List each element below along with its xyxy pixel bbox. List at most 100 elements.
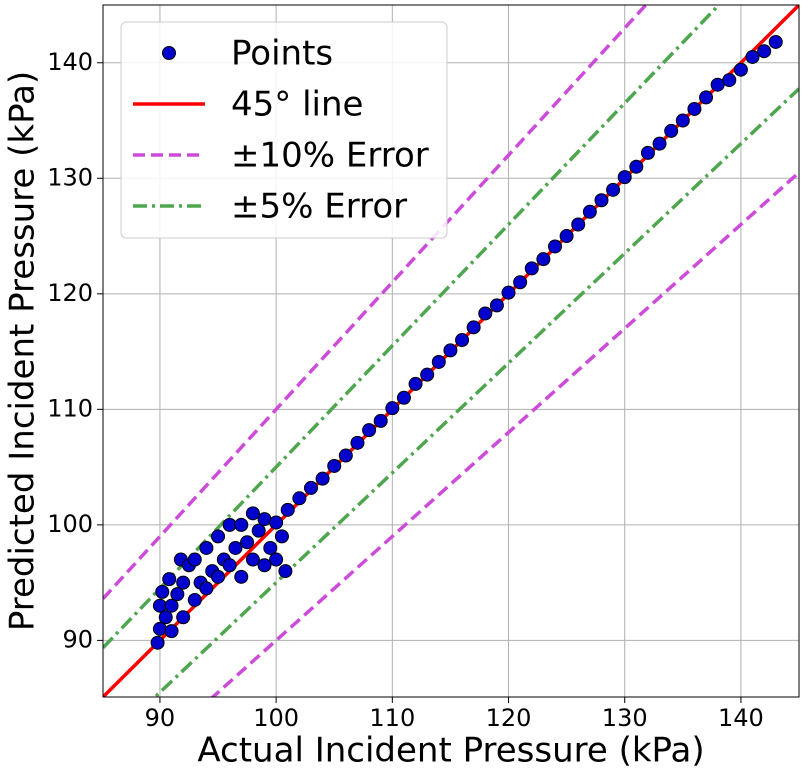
point <box>245 506 260 521</box>
y-tick-label: 90 <box>62 625 93 653</box>
point <box>710 77 725 92</box>
point <box>664 123 679 138</box>
point <box>722 73 737 88</box>
point <box>278 564 293 579</box>
legend-marker <box>162 46 176 60</box>
point <box>162 572 177 587</box>
point <box>164 598 179 613</box>
point <box>350 435 365 450</box>
point <box>408 376 423 391</box>
point <box>559 229 574 244</box>
point <box>222 517 237 532</box>
point <box>199 581 214 596</box>
legend-label: Points <box>231 34 333 74</box>
point <box>152 598 167 613</box>
reference-line <box>103 5 799 697</box>
point <box>373 413 388 428</box>
point <box>640 145 655 160</box>
point <box>629 159 644 174</box>
legend-box <box>120 21 448 239</box>
point <box>211 569 226 584</box>
point <box>513 275 528 290</box>
point <box>176 610 191 625</box>
point <box>536 252 551 267</box>
x-tick-label: 130 <box>602 704 648 732</box>
point <box>594 193 609 208</box>
point <box>478 306 493 321</box>
point <box>733 62 748 77</box>
point <box>199 540 214 555</box>
legend: Points 45° line ±10% Error ±5% Error <box>120 21 448 239</box>
point <box>675 113 690 128</box>
x-axis-label: Actual Incident Pressure (kPa) <box>197 731 704 771</box>
point <box>269 515 284 530</box>
y-tick-label: 120 <box>47 279 93 307</box>
point <box>652 136 667 151</box>
point <box>187 592 202 607</box>
point <box>489 298 504 313</box>
point <box>222 558 237 573</box>
y-tick-label: 100 <box>47 510 93 538</box>
point <box>699 90 714 105</box>
point <box>327 458 342 473</box>
point <box>768 34 783 49</box>
point <box>443 343 458 358</box>
x-tick-label: 110 <box>369 704 415 732</box>
point <box>396 390 411 405</box>
point <box>745 49 760 64</box>
x-tick-label: 90 <box>145 704 176 732</box>
point <box>251 523 266 538</box>
point <box>606 182 621 197</box>
point <box>228 540 243 555</box>
point <box>211 529 226 544</box>
legend-label: 45° line <box>231 85 363 125</box>
point <box>431 354 446 369</box>
y-tick-label: 130 <box>47 163 93 191</box>
point <box>234 569 249 584</box>
point <box>164 624 179 639</box>
point <box>280 502 295 517</box>
point <box>245 552 260 567</box>
point <box>687 101 702 116</box>
x-tick-label: 100 <box>253 704 299 732</box>
point <box>269 552 284 567</box>
point <box>571 217 586 232</box>
point <box>385 401 400 416</box>
point <box>257 558 272 573</box>
y-tick-label: 140 <box>47 48 93 76</box>
point <box>152 621 167 636</box>
legend-label: ±5% Error <box>231 187 407 227</box>
point <box>263 540 278 555</box>
point <box>582 204 597 219</box>
point <box>617 170 632 185</box>
point <box>292 491 307 506</box>
point <box>455 333 470 348</box>
point <box>524 261 539 276</box>
point <box>757 44 772 59</box>
point <box>315 471 330 486</box>
y-tick-label: 110 <box>47 394 93 422</box>
point <box>362 423 377 438</box>
plot-area <box>103 5 799 697</box>
y-axis-label: Predicted Incident Pressure (kPa) <box>3 71 43 631</box>
point <box>170 587 185 602</box>
point <box>176 575 191 590</box>
legend-label: ±10% Error <box>231 136 429 176</box>
point <box>240 535 255 550</box>
point <box>303 480 318 495</box>
point <box>547 239 562 254</box>
point <box>155 584 170 599</box>
point <box>234 517 249 532</box>
point <box>420 367 435 382</box>
point <box>274 529 289 544</box>
point <box>257 512 272 527</box>
point <box>338 448 353 463</box>
point <box>187 552 202 567</box>
point <box>501 285 516 300</box>
x-tick-label: 140 <box>718 704 764 732</box>
plot-frame <box>102 4 800 698</box>
point <box>158 610 173 625</box>
reference-line <box>103 5 799 697</box>
point <box>150 635 165 650</box>
